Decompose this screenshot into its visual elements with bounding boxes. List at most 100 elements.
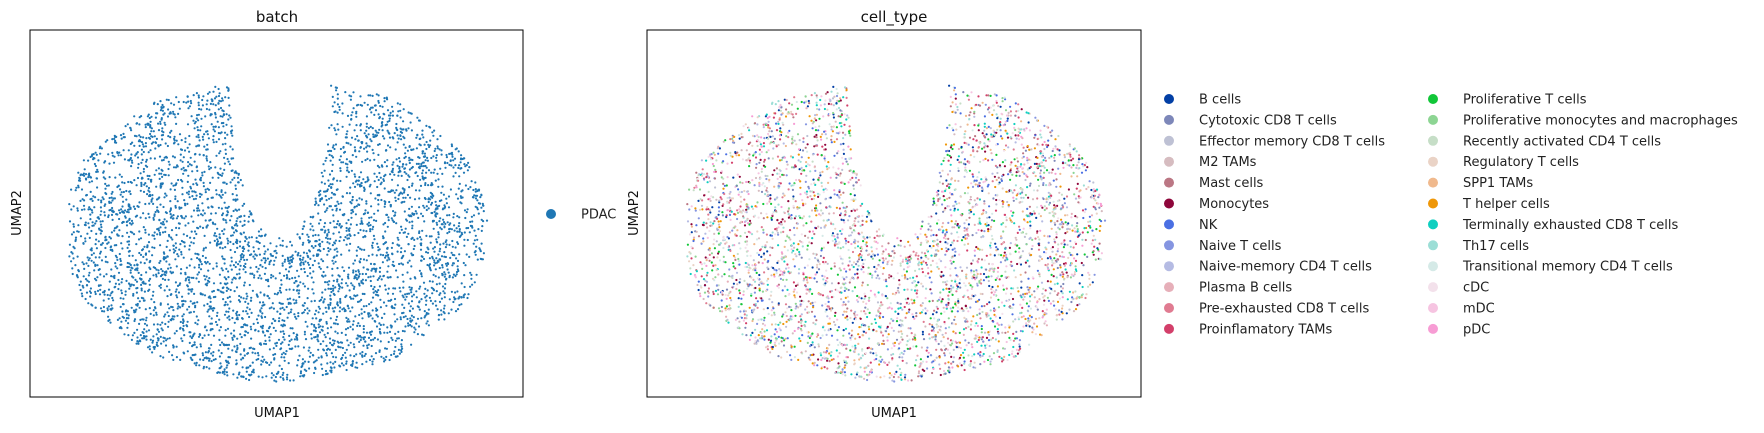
scatter-point [393,191,396,194]
scatter-point [268,263,271,266]
scatter-point [354,138,357,141]
scatter-point [365,360,368,363]
scatter-point [371,360,374,363]
scatter-point [248,308,251,311]
scatter-point [183,199,186,202]
scatter-point [947,237,950,240]
scatter-point [394,287,397,290]
scatter-point [348,192,351,195]
scatter-point [309,222,312,225]
scatter-point [836,273,840,276]
scatter-point [221,109,224,112]
scatter-point [865,245,869,248]
scatter-point [391,114,394,117]
scatter-point [431,219,435,222]
scatter-point [163,121,166,124]
scatter-point [399,318,402,321]
scatter-point [217,108,220,111]
scatter-point [952,129,955,132]
scatter-point [340,253,343,256]
scatter-point [151,351,154,354]
scatter-point [384,221,387,225]
scatter-point [220,242,223,245]
scatter-point [300,268,303,271]
scatter-point [288,262,291,265]
scatter-point [391,169,394,172]
scatter-point [292,257,295,260]
scatter-point [222,125,225,128]
scatter-point [931,203,935,206]
scatter-point [366,103,369,106]
scatter-point [996,285,1000,288]
scatter-point [179,148,183,151]
scatter-point [82,286,85,289]
scatter-point [777,109,781,112]
scatter-point [195,165,198,168]
scatter-point [199,293,202,296]
scatter-point [167,98,170,102]
scatter-point [159,184,162,188]
scatter-point [927,222,930,225]
scatter-point [457,166,460,169]
scatter-point [364,272,368,276]
scatter-point [373,212,376,215]
scatter-point [293,302,296,305]
scatter-point [211,196,214,199]
scatter-point [180,268,183,271]
scatter-point [369,138,372,141]
scatter-point [350,202,353,205]
scatter-point [193,362,196,365]
scatter-point [142,150,145,154]
scatter-point [330,124,333,127]
scatter-point [133,134,137,137]
scatter-point [138,300,141,303]
scatter-point [246,352,250,355]
scatter-point [226,242,229,245]
scatter-point [113,137,116,140]
scatter-point [403,191,406,194]
scatter-point [949,146,953,149]
scatter-point [890,263,893,266]
scatter-point [280,279,283,282]
scatter-point [702,221,705,224]
scatter-point [409,112,412,115]
scatter-point [138,251,141,255]
scatter-point [409,121,412,124]
scatter-point [455,257,458,260]
scatter-point [414,189,418,192]
scatter-point [392,161,395,164]
scatter-point [70,188,73,191]
scatter-point [388,119,391,122]
scatter-point [303,360,307,363]
scatter-point [223,168,226,171]
scatter-point [327,303,330,306]
scatter-point [132,233,136,236]
scatter-point [456,259,460,262]
scatter-point [187,161,190,164]
scatter-point [227,270,230,273]
scatter-point [477,228,480,231]
scatter-point [153,231,156,234]
scatter-point [422,204,425,207]
scatter-point [809,170,812,173]
scatter-point [223,131,227,134]
scatter-point [309,257,312,260]
scatter-point [319,267,322,270]
scatter-point [1098,218,1101,221]
scatter-point [187,292,190,295]
scatter-point [243,354,246,357]
scatter-point [98,227,101,230]
scatter-point [215,262,218,265]
scatter-point [448,228,451,231]
scatter-point [257,330,260,333]
scatter-point [127,243,131,246]
scatter-point [459,161,462,164]
scatter-point [288,277,291,281]
scatter-point [285,350,288,353]
scatter-point [436,145,439,148]
scatter-point [153,135,156,138]
scatter-point [223,181,226,184]
scatter-point [212,141,215,144]
scatter-point [748,306,751,309]
scatter-point [159,283,162,286]
